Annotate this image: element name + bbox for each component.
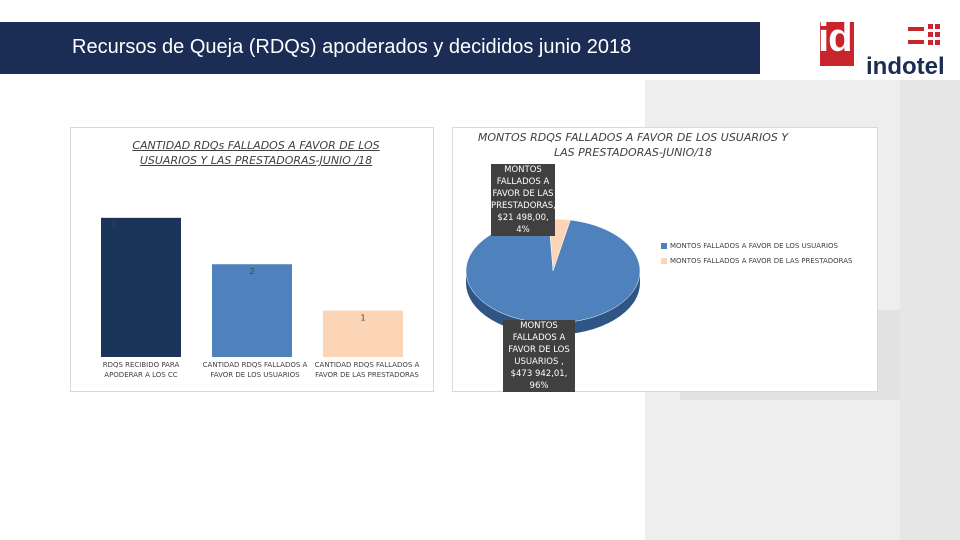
pie-callout-users: MONTOS FALLADOS A FAVOR DE LOS USUARIOS …: [503, 320, 575, 392]
bar: [212, 264, 292, 357]
legend-swatch: [661, 243, 667, 249]
bar: [323, 310, 403, 357]
logo-grid-icon: [908, 24, 940, 45]
bar-data-label: 3: [110, 221, 115, 230]
indotel-logo: id indotel: [808, 16, 948, 80]
bar: [101, 217, 181, 357]
x-tick-label: CANTIDAD RDQS FALLADOS A FAVOR DE LOS US…: [202, 361, 308, 379]
background-panel: [900, 80, 960, 540]
bar-data-label: 2: [249, 267, 254, 276]
bar-chart: CANTIDAD RDQs FALLADOS A FAVOR DE LOS US…: [70, 127, 434, 392]
pie-chart-plot: [465, 218, 641, 335]
logo-name: indotel: [866, 53, 945, 80]
page-title: Recursos de Queja (RDQs) apoderados y de…: [72, 36, 632, 58]
legend-swatch: [661, 258, 667, 264]
legend-item-users: MONTOS FALLADOS A FAVOR DE LOS USUARIOS: [661, 242, 838, 250]
bar-chart-plot: 3 2 1: [101, 217, 403, 357]
legend-item-providers: MONTOS FALLADOS A FAVOR DE LAS PRESTADOR…: [661, 257, 852, 265]
bar-chart-title: CANTIDAD RDQs FALLADOS A FAVOR DE LOS US…: [132, 139, 380, 167]
legend-label: MONTOS FALLADOS A FAVOR DE LOS USUARIOS: [670, 242, 838, 250]
pie-chart: MONTOS RDQS FALLADOS A FAVOR DE LOS USUA…: [452, 127, 878, 392]
legend-label: MONTOS FALLADOS A FAVOR DE LAS PRESTADOR…: [670, 257, 853, 265]
bar-data-label: 1: [360, 314, 365, 323]
pie-chart-title: MONTOS RDQS FALLADOS A FAVOR DE LOS USUA…: [477, 131, 789, 159]
logo-id-text: id: [818, 16, 853, 60]
logo-red-mark: [820, 22, 854, 66]
x-tick-label: CANTIDAD RDQS FALLADOS A FAVOR DE LAS PR…: [314, 361, 420, 379]
x-tick-label: RDQS RECIBIDO PARA APODERAR A LOS CC: [102, 361, 180, 379]
header-bar: [0, 22, 760, 74]
pie-callout-providers: MONTOS FALLADOS A FAVOR DE LAS PRESTADOR…: [491, 164, 556, 236]
